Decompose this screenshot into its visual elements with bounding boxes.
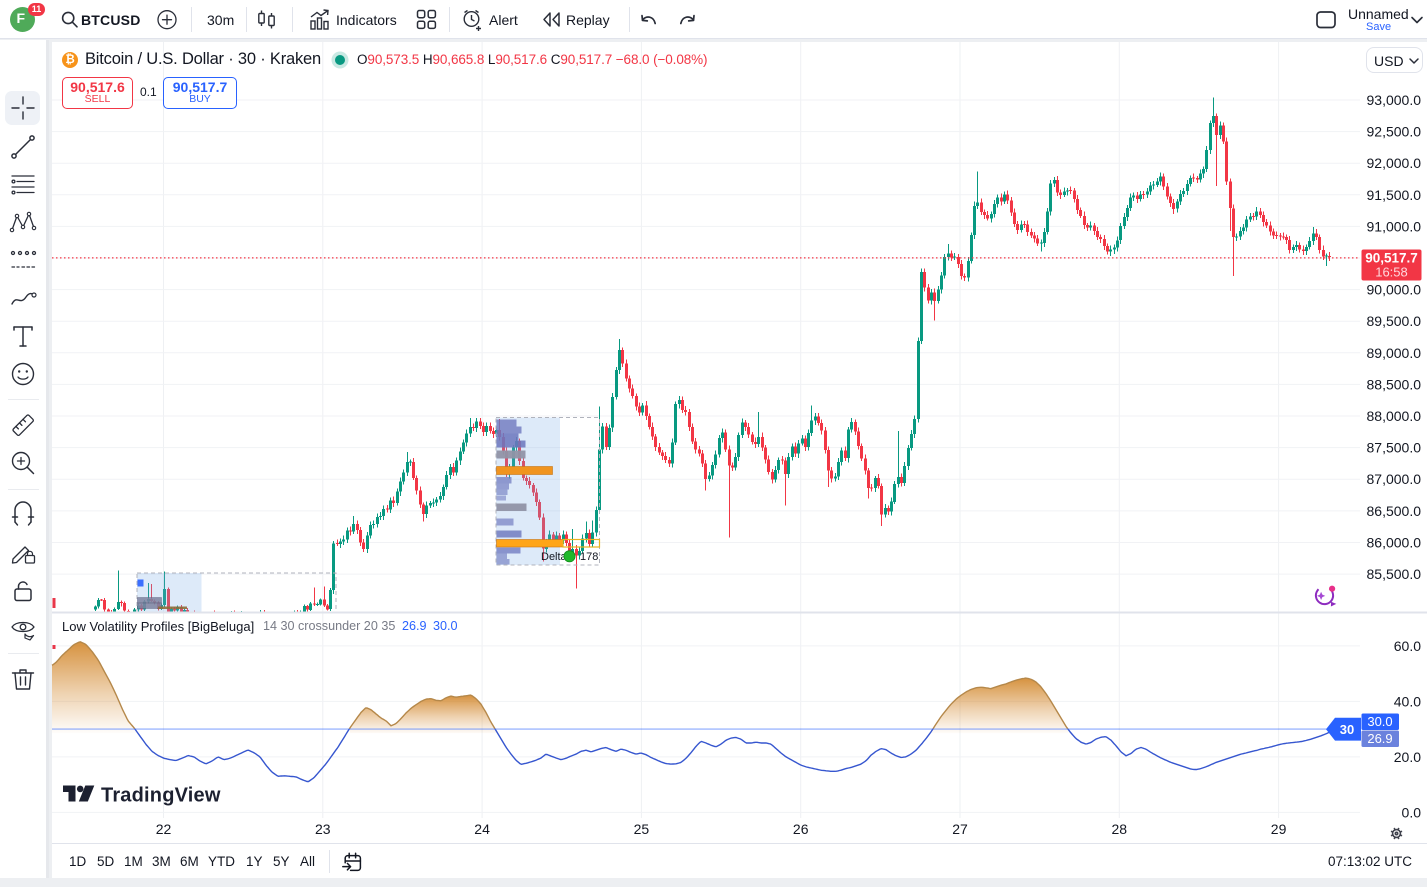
svg-text:29: 29 bbox=[1271, 821, 1287, 837]
svg-text:22: 22 bbox=[156, 821, 172, 837]
svg-text:87,500.0: 87,500.0 bbox=[1367, 440, 1422, 456]
svg-text:91,500.0: 91,500.0 bbox=[1367, 187, 1422, 203]
svg-text:89,000.0: 89,000.0 bbox=[1367, 345, 1422, 361]
svg-text:40.0: 40.0 bbox=[1394, 693, 1421, 709]
svg-text:89,500.0: 89,500.0 bbox=[1367, 313, 1422, 329]
svg-text:92,000.0: 92,000.0 bbox=[1367, 155, 1422, 171]
svg-text:88,500.0: 88,500.0 bbox=[1367, 376, 1422, 392]
svg-text:178: 178 bbox=[580, 551, 598, 563]
svg-text:26.9: 26.9 bbox=[1367, 731, 1392, 746]
svg-text:86,500.0: 86,500.0 bbox=[1367, 503, 1422, 519]
svg-text:TradingView: TradingView bbox=[101, 785, 221, 807]
svg-text:85,500.0: 85,500.0 bbox=[1367, 566, 1422, 582]
svg-text:26: 26 bbox=[793, 821, 809, 837]
svg-text:90,000.0: 90,000.0 bbox=[1367, 282, 1422, 298]
svg-text:23: 23 bbox=[315, 821, 331, 837]
svg-text:87,000.0: 87,000.0 bbox=[1367, 471, 1422, 487]
svg-text:88,000.0: 88,000.0 bbox=[1367, 408, 1422, 424]
svg-text:91,000.0: 91,000.0 bbox=[1367, 218, 1422, 234]
svg-text:92,500.0: 92,500.0 bbox=[1367, 124, 1422, 140]
svg-text:16:58: 16:58 bbox=[1375, 265, 1408, 280]
svg-text:0.0: 0.0 bbox=[1402, 804, 1422, 820]
svg-text:93,000.0: 93,000.0 bbox=[1367, 92, 1422, 108]
svg-text:28: 28 bbox=[1112, 821, 1128, 837]
svg-text:25: 25 bbox=[634, 821, 650, 837]
svg-text:Delta: Delta bbox=[541, 551, 568, 563]
svg-text:30: 30 bbox=[1340, 722, 1354, 737]
svg-text:60.0: 60.0 bbox=[1394, 638, 1421, 654]
svg-text:90,517.7: 90,517.7 bbox=[1365, 251, 1418, 266]
svg-text:20.0: 20.0 bbox=[1394, 749, 1421, 765]
svg-text:24: 24 bbox=[474, 821, 490, 837]
svg-text:86,000.0: 86,000.0 bbox=[1367, 535, 1422, 551]
svg-text:27: 27 bbox=[952, 821, 968, 837]
svg-text:30.0: 30.0 bbox=[1367, 714, 1392, 729]
